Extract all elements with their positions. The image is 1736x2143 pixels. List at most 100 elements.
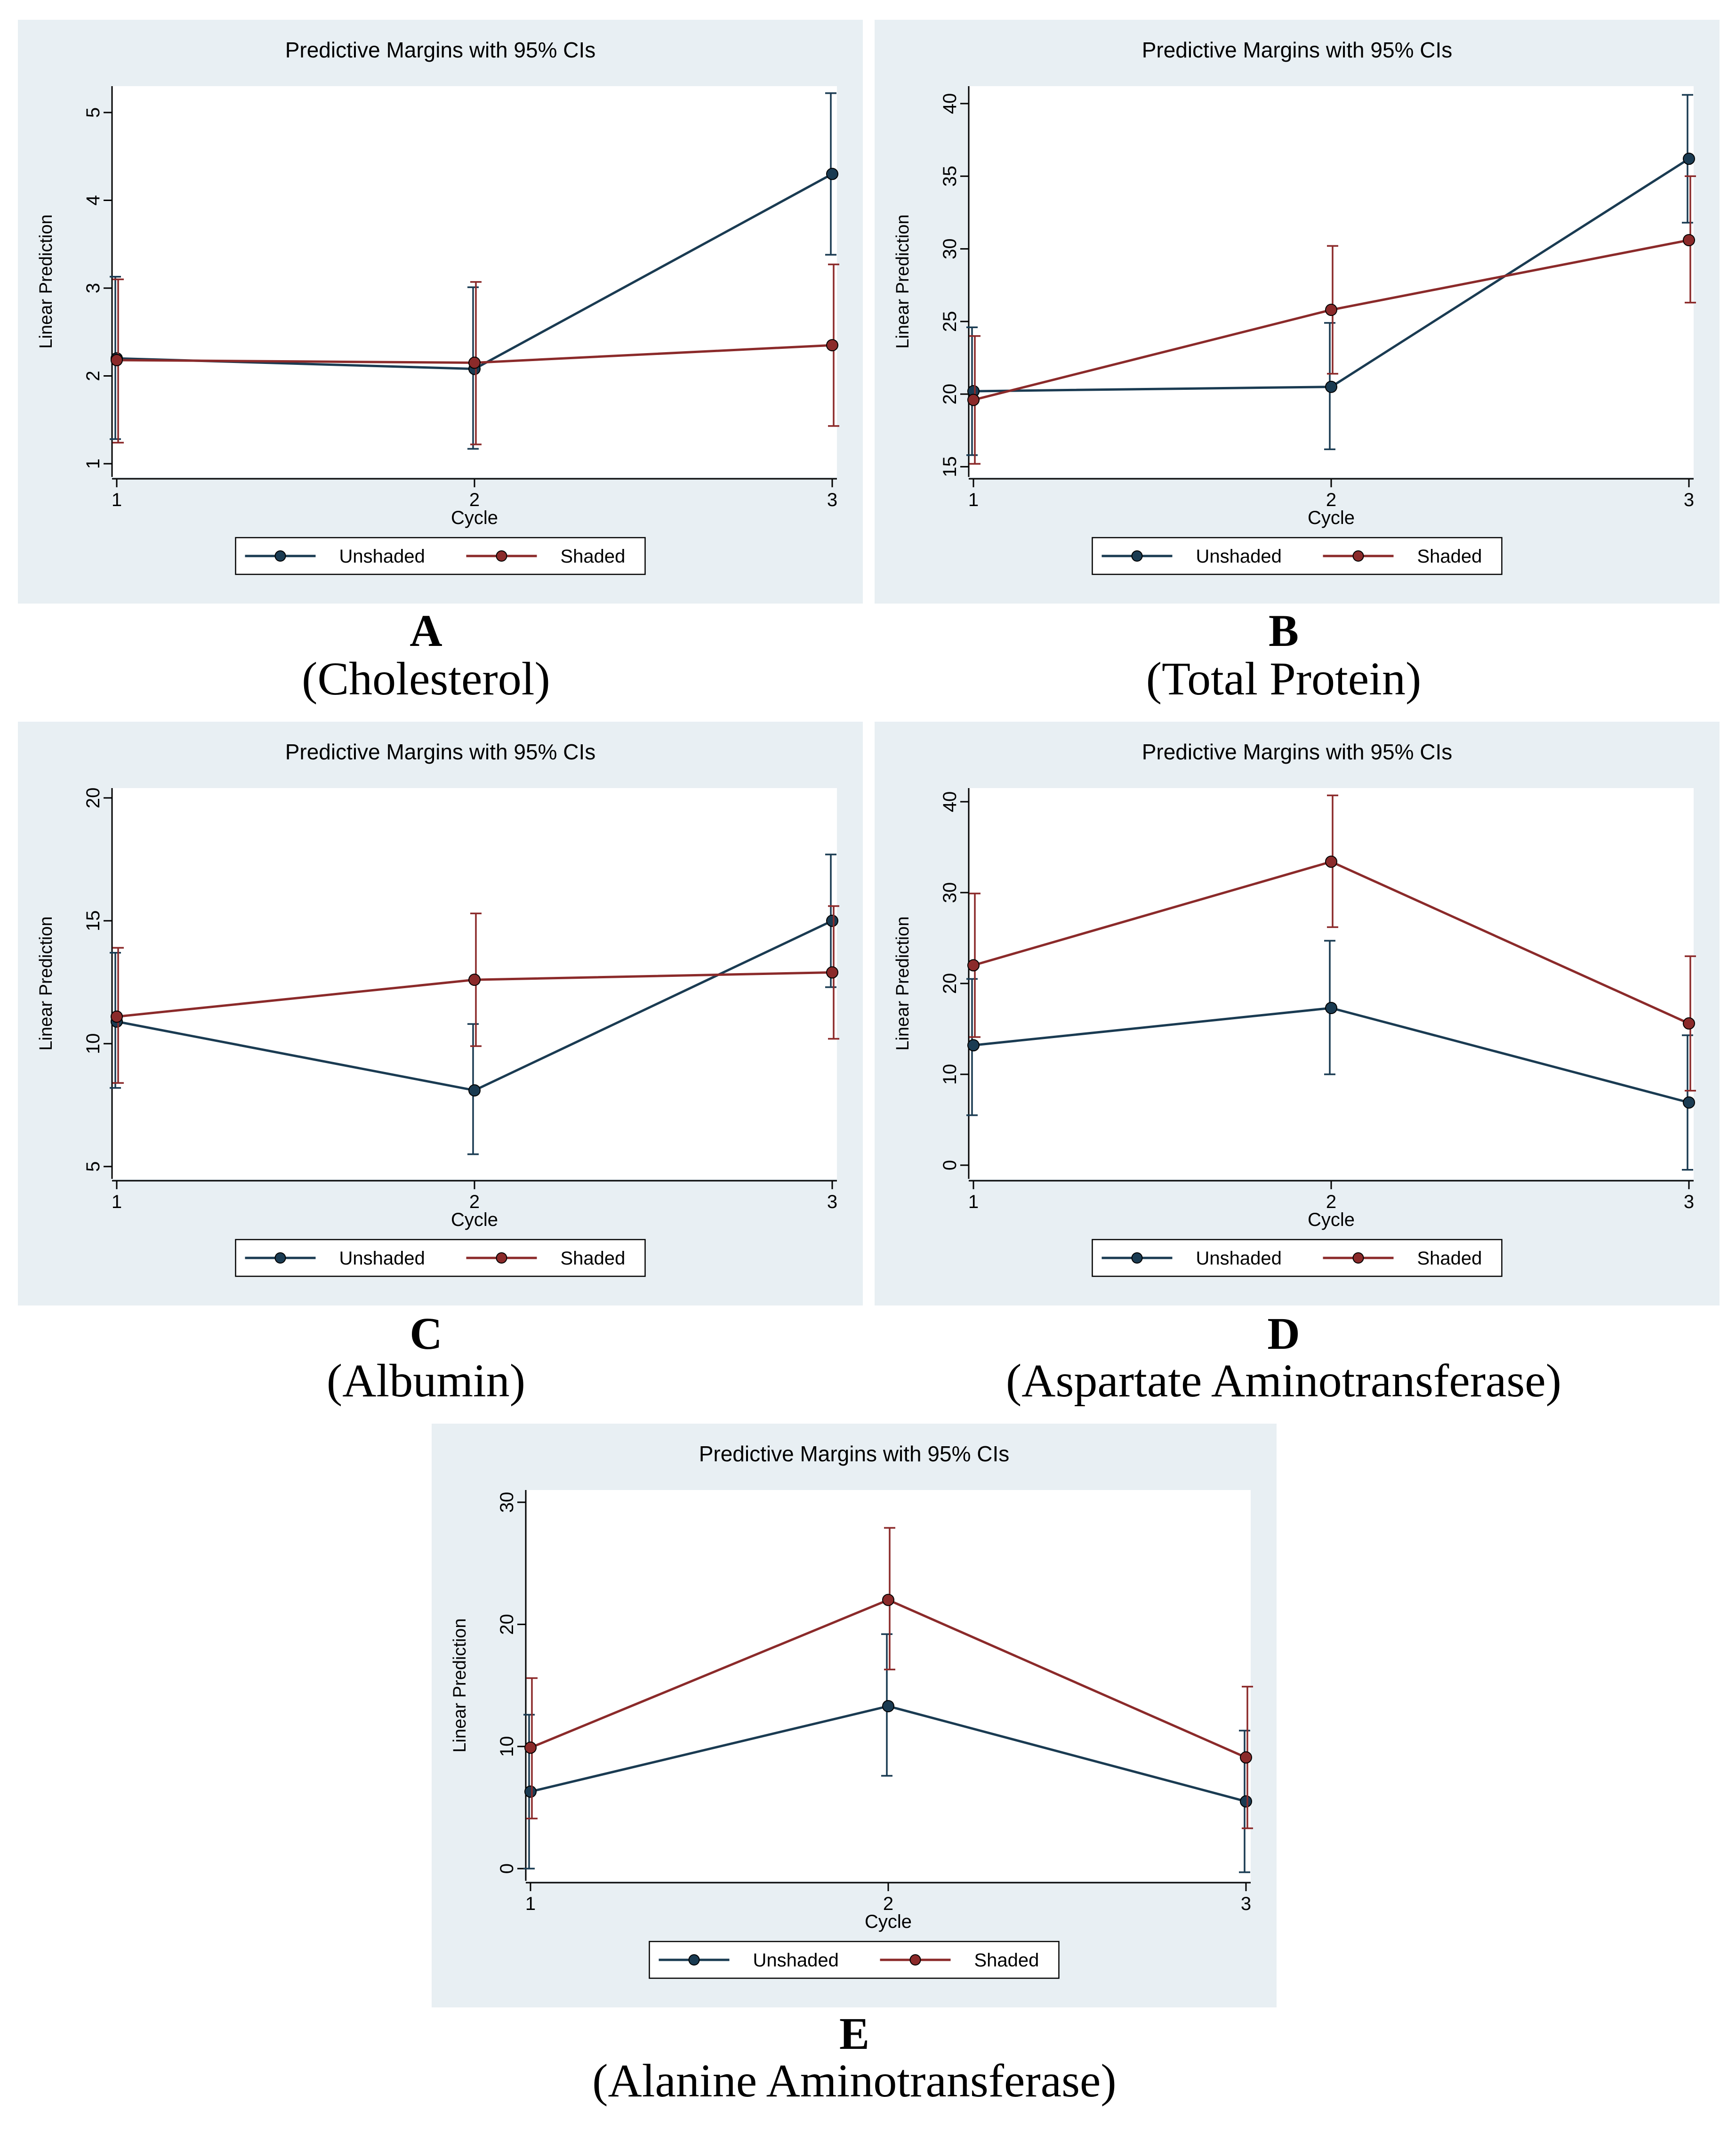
data-point (882, 1594, 894, 1606)
data-point (826, 914, 838, 927)
x-axis-label: Cycle (865, 1911, 912, 1932)
chart-title: Predictive Margins with 95% CIs (699, 1442, 1010, 1466)
data-point (1325, 304, 1337, 316)
x-tick-label: 2 (1326, 1192, 1336, 1212)
x-tick-label: 3 (1241, 1893, 1251, 1914)
x-tick-label: 2 (469, 490, 480, 510)
y-tick-label: 30 (940, 882, 960, 903)
legend-label: Shaded (1417, 1248, 1482, 1269)
data-point (468, 1084, 481, 1097)
panel-caption: (Cholesterol) (302, 653, 550, 705)
legend-marker (1131, 1252, 1143, 1264)
panel-caption: (Total Protein) (1146, 653, 1422, 705)
y-tick-label: 0 (497, 1863, 517, 1874)
data-point (1325, 855, 1337, 868)
data-point (468, 974, 481, 986)
data-point (967, 959, 980, 972)
legend-marker (496, 550, 507, 562)
chart-panel-a: Predictive Margins with 95% CIs 1 2 3 4 5 Line… (18, 20, 863, 705)
series-shaded (111, 905, 839, 1084)
y-tick-label: 4 (83, 195, 104, 205)
y-tick-label: 0 (940, 1160, 960, 1170)
chart-title: Predictive Margins with 95% CIs (1142, 740, 1453, 764)
y-tick-label: 40 (940, 93, 960, 114)
x-tick-label: 2 (469, 1192, 480, 1212)
panel-letter: C (410, 1308, 442, 1359)
y-tick-label: 10 (83, 1033, 104, 1055)
data-point (826, 966, 838, 979)
panel-letter: D (1267, 1308, 1300, 1359)
legend-marker (1352, 550, 1364, 562)
series-unshaded (966, 94, 1695, 456)
data-point (826, 339, 838, 352)
y-tick-label: 20 (940, 973, 960, 994)
legend-marker (1352, 1252, 1364, 1264)
chart-panel-e: Predictive Margins with 95% CIs 0 10 20 30 Li… (432, 1424, 1277, 2107)
legend-label: Shaded (974, 1950, 1039, 1971)
x-axis-label: Cycle (451, 508, 498, 528)
chart-panel-c: Predictive Margins with 95% CIs 5 10 15 20 Li… (18, 722, 863, 1407)
x-tick-label: 1 (968, 490, 979, 510)
series-shaded (111, 263, 839, 445)
y-tick-label: 2 (83, 371, 104, 381)
plot-area (969, 788, 1694, 1179)
legend-label: Unshaded (1196, 546, 1282, 567)
legend-marker (1131, 550, 1143, 562)
y-tick-label: 30 (497, 1492, 517, 1513)
panel-letter: E (839, 2008, 869, 2059)
x-tick-label: 3 (1684, 1192, 1694, 1212)
y-tick-label: 1 (83, 459, 104, 469)
panel-letter: B (1269, 605, 1299, 656)
legend-marker (688, 1954, 700, 1966)
chart-title: Predictive Margins with 95% CIs (1142, 38, 1453, 62)
y-tick-label: 10 (497, 1736, 517, 1757)
plot-area (969, 86, 1694, 477)
data-point (111, 354, 123, 366)
x-axis-label: Cycle (1308, 1209, 1355, 1230)
series-shaded (967, 175, 1696, 465)
plot-area (526, 1490, 1251, 1881)
x-tick-label: 2 (883, 1893, 893, 1914)
legend-label: Unshaded (339, 546, 425, 567)
chart-panel-b: Predictive Margins with 95% CIs 15 20 25 30 3… (875, 20, 1720, 705)
series-unshaded (966, 940, 1695, 1171)
legend-label: Shaded (561, 1248, 626, 1269)
y-tick-label: 25 (940, 311, 960, 332)
y-axis-label: Linear Prediction (36, 214, 56, 348)
legend-marker (274, 550, 286, 562)
data-point (967, 394, 980, 406)
chart-panel-d: Predictive Margins with 95% CIs 0 10 20 30 40… (875, 722, 1720, 1407)
series-unshaded (523, 1633, 1252, 1873)
y-tick-label: 10 (940, 1064, 960, 1085)
legend-label: Shaded (1417, 546, 1482, 567)
y-axis-label: Linear Prediction (36, 916, 56, 1050)
x-tick-label: 1 (968, 1192, 979, 1212)
x-tick-label: 1 (525, 1893, 536, 1914)
data-point (1240, 1751, 1252, 1764)
y-tick-label: 20 (497, 1614, 517, 1635)
x-tick-label: 2 (1326, 490, 1336, 510)
legend-marker (496, 1252, 507, 1264)
series-shaded (524, 1527, 1253, 1829)
y-tick-label: 30 (940, 238, 960, 259)
chart-title: Predictive Margins with 95% CIs (285, 38, 596, 62)
data-point (1683, 1017, 1695, 1030)
y-tick-label: 40 (940, 791, 960, 813)
x-tick-label: 1 (112, 1192, 122, 1212)
legend-label: Unshaded (1196, 1248, 1282, 1269)
panel-caption: (Aspartate Aminotransferase) (1006, 1354, 1561, 1407)
legend-label: Unshaded (339, 1248, 425, 1269)
x-tick-label: 3 (827, 1192, 837, 1212)
data-point (524, 1785, 537, 1798)
y-tick-label: 5 (83, 107, 104, 118)
data-point (1683, 234, 1695, 247)
x-tick-label: 3 (1684, 490, 1694, 510)
legend-marker (274, 1252, 286, 1264)
data-point (111, 1010, 123, 1023)
data-point (1325, 1002, 1337, 1015)
y-tick-label: 15 (940, 456, 960, 477)
data-point (1325, 380, 1337, 393)
x-axis-label: Cycle (1308, 508, 1355, 528)
legend-label: Unshaded (753, 1950, 839, 1971)
